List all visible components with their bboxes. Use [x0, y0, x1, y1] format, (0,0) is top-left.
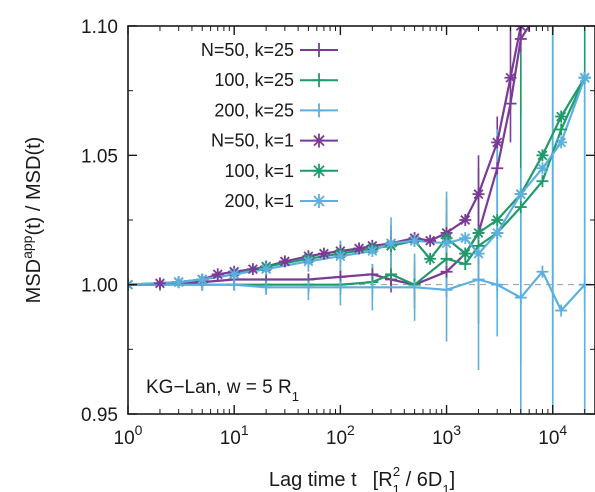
x-tick-label: 102 — [326, 422, 355, 449]
data-point — [302, 255, 315, 268]
x-tick-label: 101 — [220, 422, 249, 449]
data-point — [440, 265, 453, 278]
data-point — [408, 234, 421, 247]
y-tick-label: 1.05 — [81, 146, 118, 167]
data-point — [440, 252, 453, 265]
x-axis: 100 101 102 103 104 — [114, 26, 586, 449]
data-point — [472, 247, 485, 260]
data-point — [472, 188, 485, 201]
data-point — [246, 263, 259, 276]
series-line-5 — [128, 77, 586, 286]
data-point — [491, 162, 504, 175]
legend-label: 100, k=1 — [224, 161, 294, 181]
legend-marker — [312, 133, 326, 148]
data-point — [491, 136, 504, 149]
data-point — [366, 245, 379, 258]
legend-marker — [312, 194, 326, 208]
data-point — [555, 304, 568, 317]
data-point — [385, 268, 398, 281]
data-point — [578, 71, 591, 84]
data-point — [260, 281, 273, 294]
legend-label: 100, k=25 — [214, 70, 294, 90]
data-point — [353, 242, 366, 255]
data-point — [228, 268, 241, 281]
plot-frame — [127, 25, 595, 415]
y-tick-label: 1.00 — [81, 276, 118, 297]
data-point — [153, 277, 166, 290]
data-point — [172, 276, 185, 289]
data-point — [302, 281, 315, 294]
data-point — [459, 247, 472, 260]
data-point — [334, 250, 347, 263]
data-point — [408, 281, 421, 294]
data-point — [366, 281, 379, 294]
data-point — [514, 188, 527, 201]
data-point — [334, 281, 347, 294]
data-point — [555, 136, 568, 149]
x-axis-label: Lag time t [R12 / 6D1] — [269, 464, 455, 492]
x-tick-label: 100 — [114, 422, 143, 449]
y-tick-label: 1.10 — [81, 17, 118, 38]
data-point — [514, 291, 527, 304]
data-point — [211, 268, 224, 281]
series-line-2 — [128, 270, 586, 312]
data-point — [440, 283, 453, 296]
legend-marker — [312, 73, 326, 88]
data-point — [424, 252, 437, 265]
data-point — [491, 226, 504, 239]
data-point — [472, 226, 485, 239]
data-point — [385, 237, 398, 250]
data-point — [459, 232, 472, 245]
series-line-3 — [128, 26, 522, 286]
data-point — [424, 234, 437, 247]
data-point — [536, 265, 549, 278]
legend-label: N=50, k=25 — [201, 40, 294, 60]
data-point — [555, 110, 568, 123]
legend-marker — [312, 43, 326, 57]
legend-label: 200, k=25 — [214, 100, 294, 120]
data-point — [459, 257, 472, 270]
y-axis-label: MSDapp(t) / MSD(t) — [19, 137, 45, 304]
data-point — [514, 201, 527, 214]
y-axis: 0.95 1.00 1.05 1.10 — [81, 17, 595, 426]
x-tick-label: 103 — [432, 422, 461, 449]
data-point — [555, 123, 568, 136]
data-point — [459, 214, 472, 226]
legend-marker — [312, 163, 326, 178]
legend-label: N=50, k=1 — [211, 131, 294, 151]
y-tick-label: 0.95 — [81, 405, 118, 426]
data-point — [472, 273, 485, 286]
data-point — [228, 278, 241, 291]
data-point — [536, 175, 549, 188]
y-axis-label-sup: app — [19, 235, 35, 259]
data-point — [260, 263, 273, 276]
data-point — [317, 247, 330, 260]
data-point — [440, 237, 453, 250]
x-tick-label: 104 — [538, 422, 567, 449]
legend-label: 200, k=1 — [224, 191, 294, 211]
data-point — [536, 162, 549, 175]
data-point — [504, 97, 517, 110]
legend-marker — [312, 103, 326, 118]
legend: N=50, k=25 100, k=25 200, k=25 N=50, k=1 100… — [201, 40, 338, 211]
data-point — [491, 214, 504, 226]
data-point — [514, 32, 527, 45]
data-point — [196, 273, 209, 286]
data-point — [536, 149, 549, 162]
data-point — [504, 71, 517, 84]
data-point — [491, 278, 504, 291]
data-point — [278, 255, 291, 268]
chart-annotation: KG−Lan, w = 5 R1 — [146, 377, 299, 404]
